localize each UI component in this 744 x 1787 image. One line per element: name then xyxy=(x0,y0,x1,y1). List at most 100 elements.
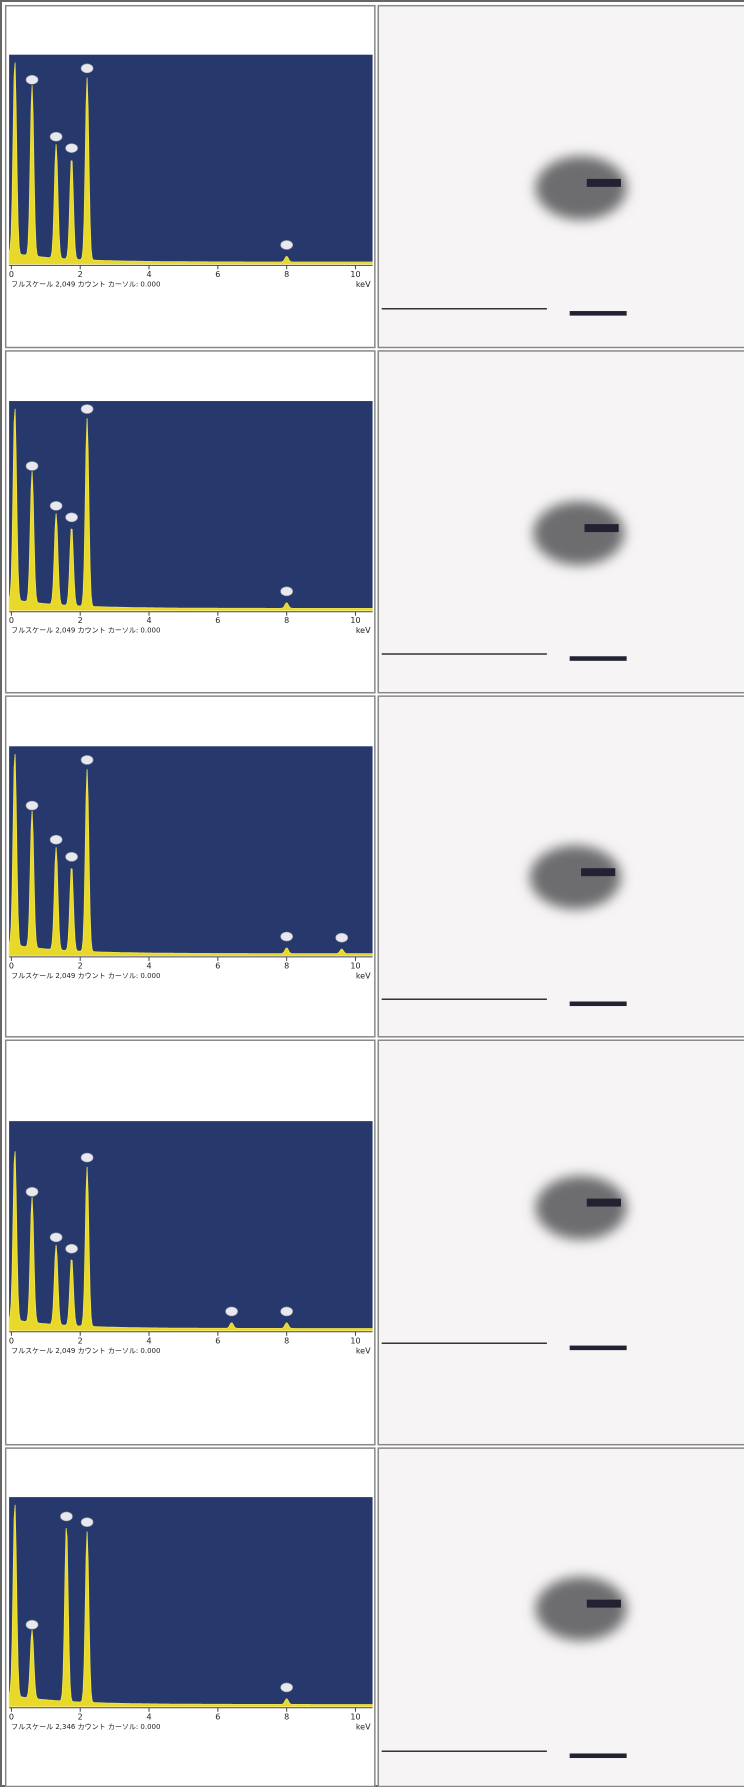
particle-label xyxy=(586,178,621,187)
x-tick-label: 0 xyxy=(9,270,14,279)
particle-label xyxy=(581,868,616,877)
x-unit: keV xyxy=(356,1346,371,1355)
peak-marker xyxy=(280,1306,293,1317)
x-tick-label: 0 xyxy=(9,961,14,970)
peak-marker xyxy=(280,931,293,942)
x-tick-label: 2 xyxy=(78,616,83,625)
x-tick-label: 6 xyxy=(215,616,220,625)
peak-marker xyxy=(280,1682,293,1693)
x-tick-label: 0 xyxy=(9,1336,14,1345)
x-tick-label: 8 xyxy=(284,1336,289,1345)
x-tick-label: 6 xyxy=(215,1712,220,1721)
scale-text xyxy=(569,1001,627,1007)
x-tick-label: 8 xyxy=(284,616,289,625)
x-tick-label: 10 xyxy=(350,270,360,279)
scale-text xyxy=(569,1345,627,1351)
x-tick-label: 4 xyxy=(146,1336,151,1345)
spectrum-trace xyxy=(8,62,374,265)
x-tick-label: 10 xyxy=(350,1336,360,1345)
scale-text xyxy=(569,1753,627,1759)
spectrum-trace xyxy=(8,1504,374,1708)
peak-marker xyxy=(49,501,63,511)
status-line: フルスケール 2,346 カウント カーソル: 0.000 xyxy=(11,1723,160,1731)
peak-marker xyxy=(65,1243,78,1254)
x-tick-label: 0 xyxy=(9,616,14,625)
x-unit: keV xyxy=(356,626,371,635)
x-tick-label: 4 xyxy=(146,616,151,625)
axis-strip xyxy=(9,1706,373,1737)
peak-marker xyxy=(65,851,78,862)
x-tick-label: 10 xyxy=(350,1712,360,1721)
x-tick-label: 8 xyxy=(284,1712,289,1721)
peak-marker xyxy=(25,461,39,471)
spectrum-trace xyxy=(8,1151,374,1332)
peak-marker xyxy=(25,1619,39,1630)
spectrum-plot xyxy=(9,1121,373,1331)
x-tick-label: 6 xyxy=(215,961,220,970)
peak-marker xyxy=(25,800,39,811)
axis-strip xyxy=(9,1330,373,1361)
x-tick-label: 8 xyxy=(284,961,289,970)
status-line: フルスケール 2,049 カウント カーソル: 0.000 xyxy=(11,1347,160,1355)
spectrum-plot xyxy=(9,401,373,611)
x-unit: keV xyxy=(356,1722,371,1731)
x-tick-label: 2 xyxy=(78,1712,83,1721)
status-line: フルスケール 2,049 カウント カーソル: 0.000 xyxy=(11,280,160,288)
status-line: フルスケール 2,049 カウント カーソル: 0.000 xyxy=(11,972,160,980)
x-tick-label: 2 xyxy=(78,961,83,970)
peak-marker xyxy=(60,1511,73,1522)
x-tick-label: 4 xyxy=(146,961,151,970)
x-unit: keV xyxy=(356,280,371,289)
x-tick-label: 2 xyxy=(78,1336,83,1345)
scale-text xyxy=(569,656,627,661)
x-unit: keV xyxy=(356,971,371,980)
x-tick-label: 6 xyxy=(215,1336,220,1345)
peak-marker xyxy=(65,512,78,523)
peak-marker xyxy=(25,1186,39,1197)
peak-marker xyxy=(225,1306,238,1317)
status-line: フルスケール 2,049 カウント カーソル: 0.000 xyxy=(11,627,160,635)
x-tick-label: 0 xyxy=(9,1712,14,1721)
peak-marker xyxy=(65,143,78,153)
x-tick-label: 8 xyxy=(284,270,289,279)
peak-marker xyxy=(80,1152,94,1163)
axis-strip xyxy=(9,610,373,641)
peak-marker xyxy=(49,834,63,845)
particle-label xyxy=(586,1599,621,1608)
peak-marker xyxy=(280,586,293,597)
peak-marker xyxy=(80,63,94,74)
peak-marker xyxy=(25,74,39,85)
x-tick-label: 2 xyxy=(78,270,83,279)
spectrum-plot xyxy=(9,746,373,956)
axis-strip xyxy=(9,955,373,986)
peak-marker xyxy=(335,932,349,943)
particle-label xyxy=(584,524,619,533)
spectrum-trace xyxy=(8,754,374,957)
peak-marker xyxy=(280,240,293,250)
peak-marker xyxy=(49,131,63,142)
particle xyxy=(529,845,621,910)
peak-marker xyxy=(80,404,94,414)
peak-marker xyxy=(80,1517,94,1527)
peak-marker xyxy=(49,1232,63,1243)
particle xyxy=(533,501,625,566)
x-tick-label: 10 xyxy=(350,616,360,625)
x-tick-label: 4 xyxy=(146,1712,151,1721)
spectrum-plot xyxy=(9,54,373,265)
axis-strip xyxy=(9,264,373,294)
particle xyxy=(535,1576,627,1641)
scale-text xyxy=(569,311,627,316)
particle-label xyxy=(586,1198,621,1207)
image-cell xyxy=(377,1039,744,1446)
peak-marker xyxy=(80,755,94,765)
particle xyxy=(535,1175,627,1240)
particle xyxy=(535,156,627,220)
spectrum-trace xyxy=(8,408,374,612)
